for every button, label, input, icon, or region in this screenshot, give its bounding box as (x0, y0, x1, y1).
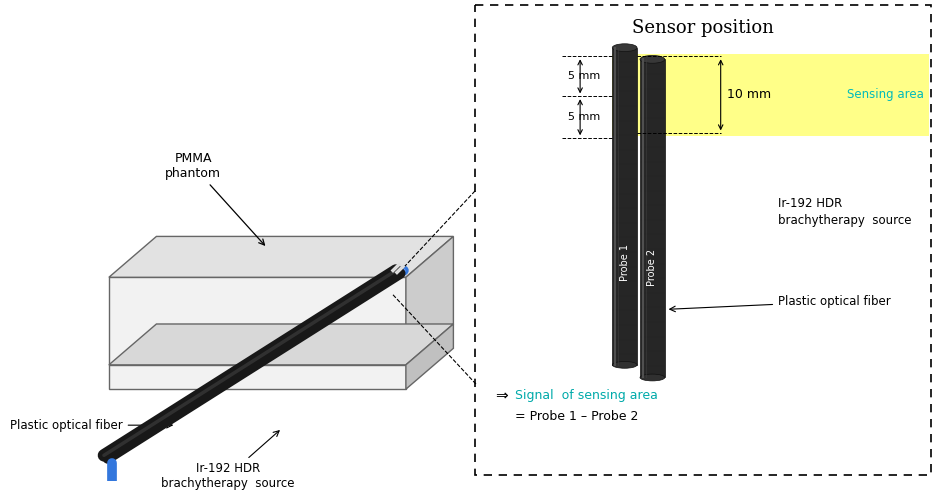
Polygon shape (109, 365, 406, 389)
Polygon shape (612, 53, 929, 136)
Text: ⇒: ⇒ (495, 388, 508, 404)
Text: 10 mm: 10 mm (727, 88, 771, 101)
Polygon shape (109, 324, 453, 365)
Text: 5 mm: 5 mm (569, 71, 601, 82)
Polygon shape (612, 48, 637, 365)
Text: PMMA
phantom: PMMA phantom (165, 152, 265, 245)
Ellipse shape (640, 374, 665, 381)
Ellipse shape (640, 55, 665, 63)
Ellipse shape (612, 44, 637, 51)
Text: Ir-192 HDR
brachytherapy  source: Ir-192 HDR brachytherapy source (161, 431, 294, 490)
Polygon shape (109, 237, 453, 277)
Text: Sensor position: Sensor position (632, 19, 774, 38)
Text: Plastic optical fiber: Plastic optical fiber (670, 295, 891, 312)
Polygon shape (406, 237, 453, 365)
Polygon shape (640, 59, 665, 377)
Text: 5 mm: 5 mm (569, 112, 601, 122)
Text: Probe 2: Probe 2 (647, 249, 657, 286)
Text: = Probe 1 – Probe 2: = Probe 1 – Probe 2 (515, 410, 639, 423)
Text: Signal  of sensing area: Signal of sensing area (515, 389, 657, 403)
Text: Ir-192 HDR
brachytherapy  source: Ir-192 HDR brachytherapy source (779, 197, 912, 227)
Ellipse shape (612, 362, 637, 368)
Text: Probe 1: Probe 1 (620, 244, 630, 281)
Text: Plastic optical fiber: Plastic optical fiber (9, 419, 172, 432)
Polygon shape (406, 324, 453, 389)
Polygon shape (109, 277, 406, 365)
Text: Sensing area: Sensing area (847, 88, 923, 101)
